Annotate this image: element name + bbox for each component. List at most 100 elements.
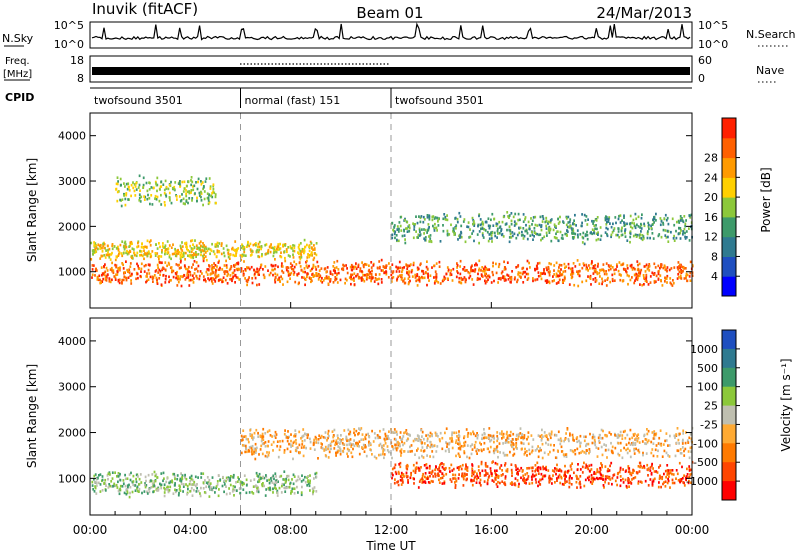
echo-cell — [107, 477, 109, 481]
echo-cell — [139, 254, 141, 257]
y-tick-label: 4000 — [58, 335, 86, 348]
echo-cell — [164, 488, 166, 491]
echo-cell — [157, 255, 160, 258]
echo-cell — [400, 448, 403, 451]
echo-cell — [540, 271, 542, 275]
echo-cell — [618, 235, 621, 239]
colorbar-swatch — [722, 197, 736, 218]
echo-cell — [153, 484, 156, 487]
echo-cell — [408, 433, 411, 437]
echo-cell — [431, 266, 433, 269]
echo-cell — [386, 434, 388, 438]
echo-cell — [127, 270, 129, 273]
echo-cell — [463, 436, 465, 440]
echo-cell — [156, 476, 159, 479]
echo-cell — [111, 269, 114, 273]
echo-cell — [126, 268, 129, 272]
echo-cell — [485, 472, 488, 475]
echo-cell — [277, 243, 280, 246]
echo-cell — [130, 282, 133, 285]
echo-cell — [103, 254, 106, 257]
echo-cell — [248, 244, 251, 248]
echo-cell — [395, 472, 398, 476]
echo-cell — [283, 486, 286, 490]
echo-cell — [690, 472, 693, 476]
echo-cell — [486, 447, 489, 450]
echo-cell — [127, 185, 130, 188]
echo-cell — [601, 282, 603, 286]
echo-cell — [689, 473, 691, 476]
echo-cell — [327, 432, 329, 436]
echo-cell — [642, 451, 644, 455]
echo-cell — [264, 454, 267, 458]
echo-cell — [499, 481, 501, 485]
echo-cell — [474, 434, 477, 438]
echo-cell — [548, 231, 551, 234]
echo-cell — [653, 262, 656, 266]
echo-cell — [142, 183, 145, 187]
echo-cell — [513, 277, 516, 281]
echo-cell — [594, 277, 597, 280]
echo-cell — [431, 469, 434, 473]
echo-cell — [570, 483, 573, 486]
echo-cell — [138, 196, 141, 200]
echo-cell — [636, 260, 639, 263]
echo-cell — [677, 232, 680, 235]
echo-cell — [562, 237, 564, 240]
echo-cell — [650, 464, 653, 468]
echo-cell — [641, 440, 644, 443]
echo-cell — [425, 265, 428, 269]
echo-cell — [195, 251, 197, 254]
echo-cell — [212, 183, 215, 186]
echo-cell — [651, 232, 654, 235]
echo-cell — [225, 492, 228, 496]
echo-cell — [364, 445, 367, 449]
echo-cell — [519, 432, 522, 435]
echo-cell — [676, 277, 679, 280]
echo-cell — [444, 449, 447, 453]
echo-cell — [178, 484, 181, 487]
echo-cell — [235, 481, 237, 484]
echo-cell — [413, 225, 416, 228]
echo-cell — [515, 438, 518, 442]
echo-cell — [524, 473, 527, 476]
echo-cell — [611, 279, 614, 283]
echo-cell — [416, 284, 419, 287]
echo-cell — [247, 440, 250, 444]
echo-cell — [374, 273, 377, 276]
echo-cell — [415, 461, 418, 465]
echo-cell — [675, 229, 677, 233]
echo-cell — [451, 469, 454, 472]
echo-cell — [298, 255, 301, 259]
echo-cell — [182, 190, 185, 193]
echo-cell — [571, 232, 573, 235]
echo-cell — [673, 239, 676, 242]
echo-cell — [297, 246, 300, 249]
echo-cell — [131, 272, 133, 276]
echo-cell — [255, 242, 257, 245]
echo-cell — [519, 218, 521, 222]
echo-cell — [252, 438, 254, 441]
echo-cell — [485, 272, 487, 276]
echo-cell — [524, 275, 526, 279]
echo-cell — [582, 236, 585, 240]
echo-cell — [616, 483, 618, 487]
colorbar-swatch — [722, 256, 736, 277]
echo-cell — [240, 267, 243, 270]
echo-cell — [326, 266, 329, 269]
echo-cell — [347, 428, 350, 432]
echo-cell — [179, 489, 182, 492]
echo-cell — [136, 487, 138, 490]
echo-cell — [438, 265, 441, 268]
echo-cell — [507, 441, 510, 444]
echo-cell — [426, 439, 429, 443]
echo-cell — [123, 241, 126, 245]
echo-cell — [91, 249, 94, 252]
echo-cell — [251, 281, 254, 285]
echo-cell — [131, 256, 133, 260]
echo-cell — [456, 466, 459, 470]
echo-cell — [446, 214, 448, 217]
echo-cell — [427, 223, 430, 226]
echo-cell — [214, 195, 217, 199]
